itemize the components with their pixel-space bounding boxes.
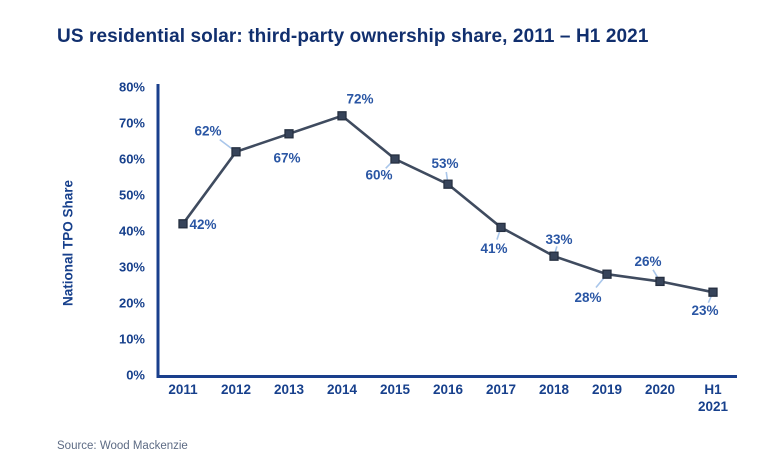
- x-tick-label: 2013: [274, 382, 305, 397]
- data-point-label: 60%: [365, 168, 392, 183]
- x-tick-label: 2011: [168, 382, 198, 397]
- source-note: Source: Wood Mackenzie: [57, 440, 188, 452]
- y-tick-label: 20%: [119, 296, 145, 311]
- data-point-label: 41%: [480, 241, 507, 256]
- y-tick-label: 0%: [126, 368, 145, 383]
- data-point-label: 67%: [273, 151, 300, 166]
- data-point-marker: [496, 222, 506, 233]
- data-point-label: 33%: [545, 232, 572, 247]
- x-tick-label: 2020: [645, 382, 675, 397]
- chart-title: US residential solar: third-party owners…: [57, 26, 649, 47]
- data-point-label: 26%: [634, 254, 661, 269]
- y-tick-label: 50%: [119, 188, 145, 203]
- data-point-marker: [708, 287, 718, 297]
- data-point-marker: [337, 111, 347, 121]
- data-point-marker: [602, 269, 612, 279]
- data-point-label: 42%: [189, 217, 216, 232]
- data-point-label: 62%: [194, 124, 221, 139]
- data-point-marker: [443, 179, 453, 189]
- y-tick-label: 10%: [119, 332, 145, 347]
- data-point-marker: [231, 147, 241, 157]
- x-tick-label: 2017: [486, 382, 516, 397]
- y-tick-label: 70%: [119, 116, 145, 131]
- x-tick-label: 2016: [433, 382, 464, 397]
- y-tick-label: 60%: [119, 152, 145, 167]
- data-point-marker: [549, 251, 559, 261]
- x-tick-label: 2012: [221, 382, 251, 397]
- data-point-marker: [284, 129, 294, 139]
- data-point-label: 72%: [346, 92, 373, 107]
- data-point-marker: [178, 219, 188, 229]
- x-tick-label: 2014: [327, 382, 358, 397]
- data-point-label: 53%: [431, 156, 458, 171]
- data-point-marker: [655, 276, 665, 287]
- y-tick-label: 30%: [119, 260, 145, 275]
- data-point-marker: [390, 154, 400, 164]
- x-tick-label: 2019: [592, 382, 622, 397]
- x-tick-label: 2015: [380, 382, 411, 397]
- axis-lines: [156, 84, 737, 378]
- x-tick-label: 2018: [539, 382, 570, 397]
- y-tick-label: 40%: [119, 224, 145, 239]
- data-point-label: 28%: [574, 290, 601, 305]
- data-point-label: 23%: [691, 303, 718, 318]
- y-tick-label: 80%: [119, 80, 145, 95]
- x-tick-label: H1 2021: [698, 382, 729, 414]
